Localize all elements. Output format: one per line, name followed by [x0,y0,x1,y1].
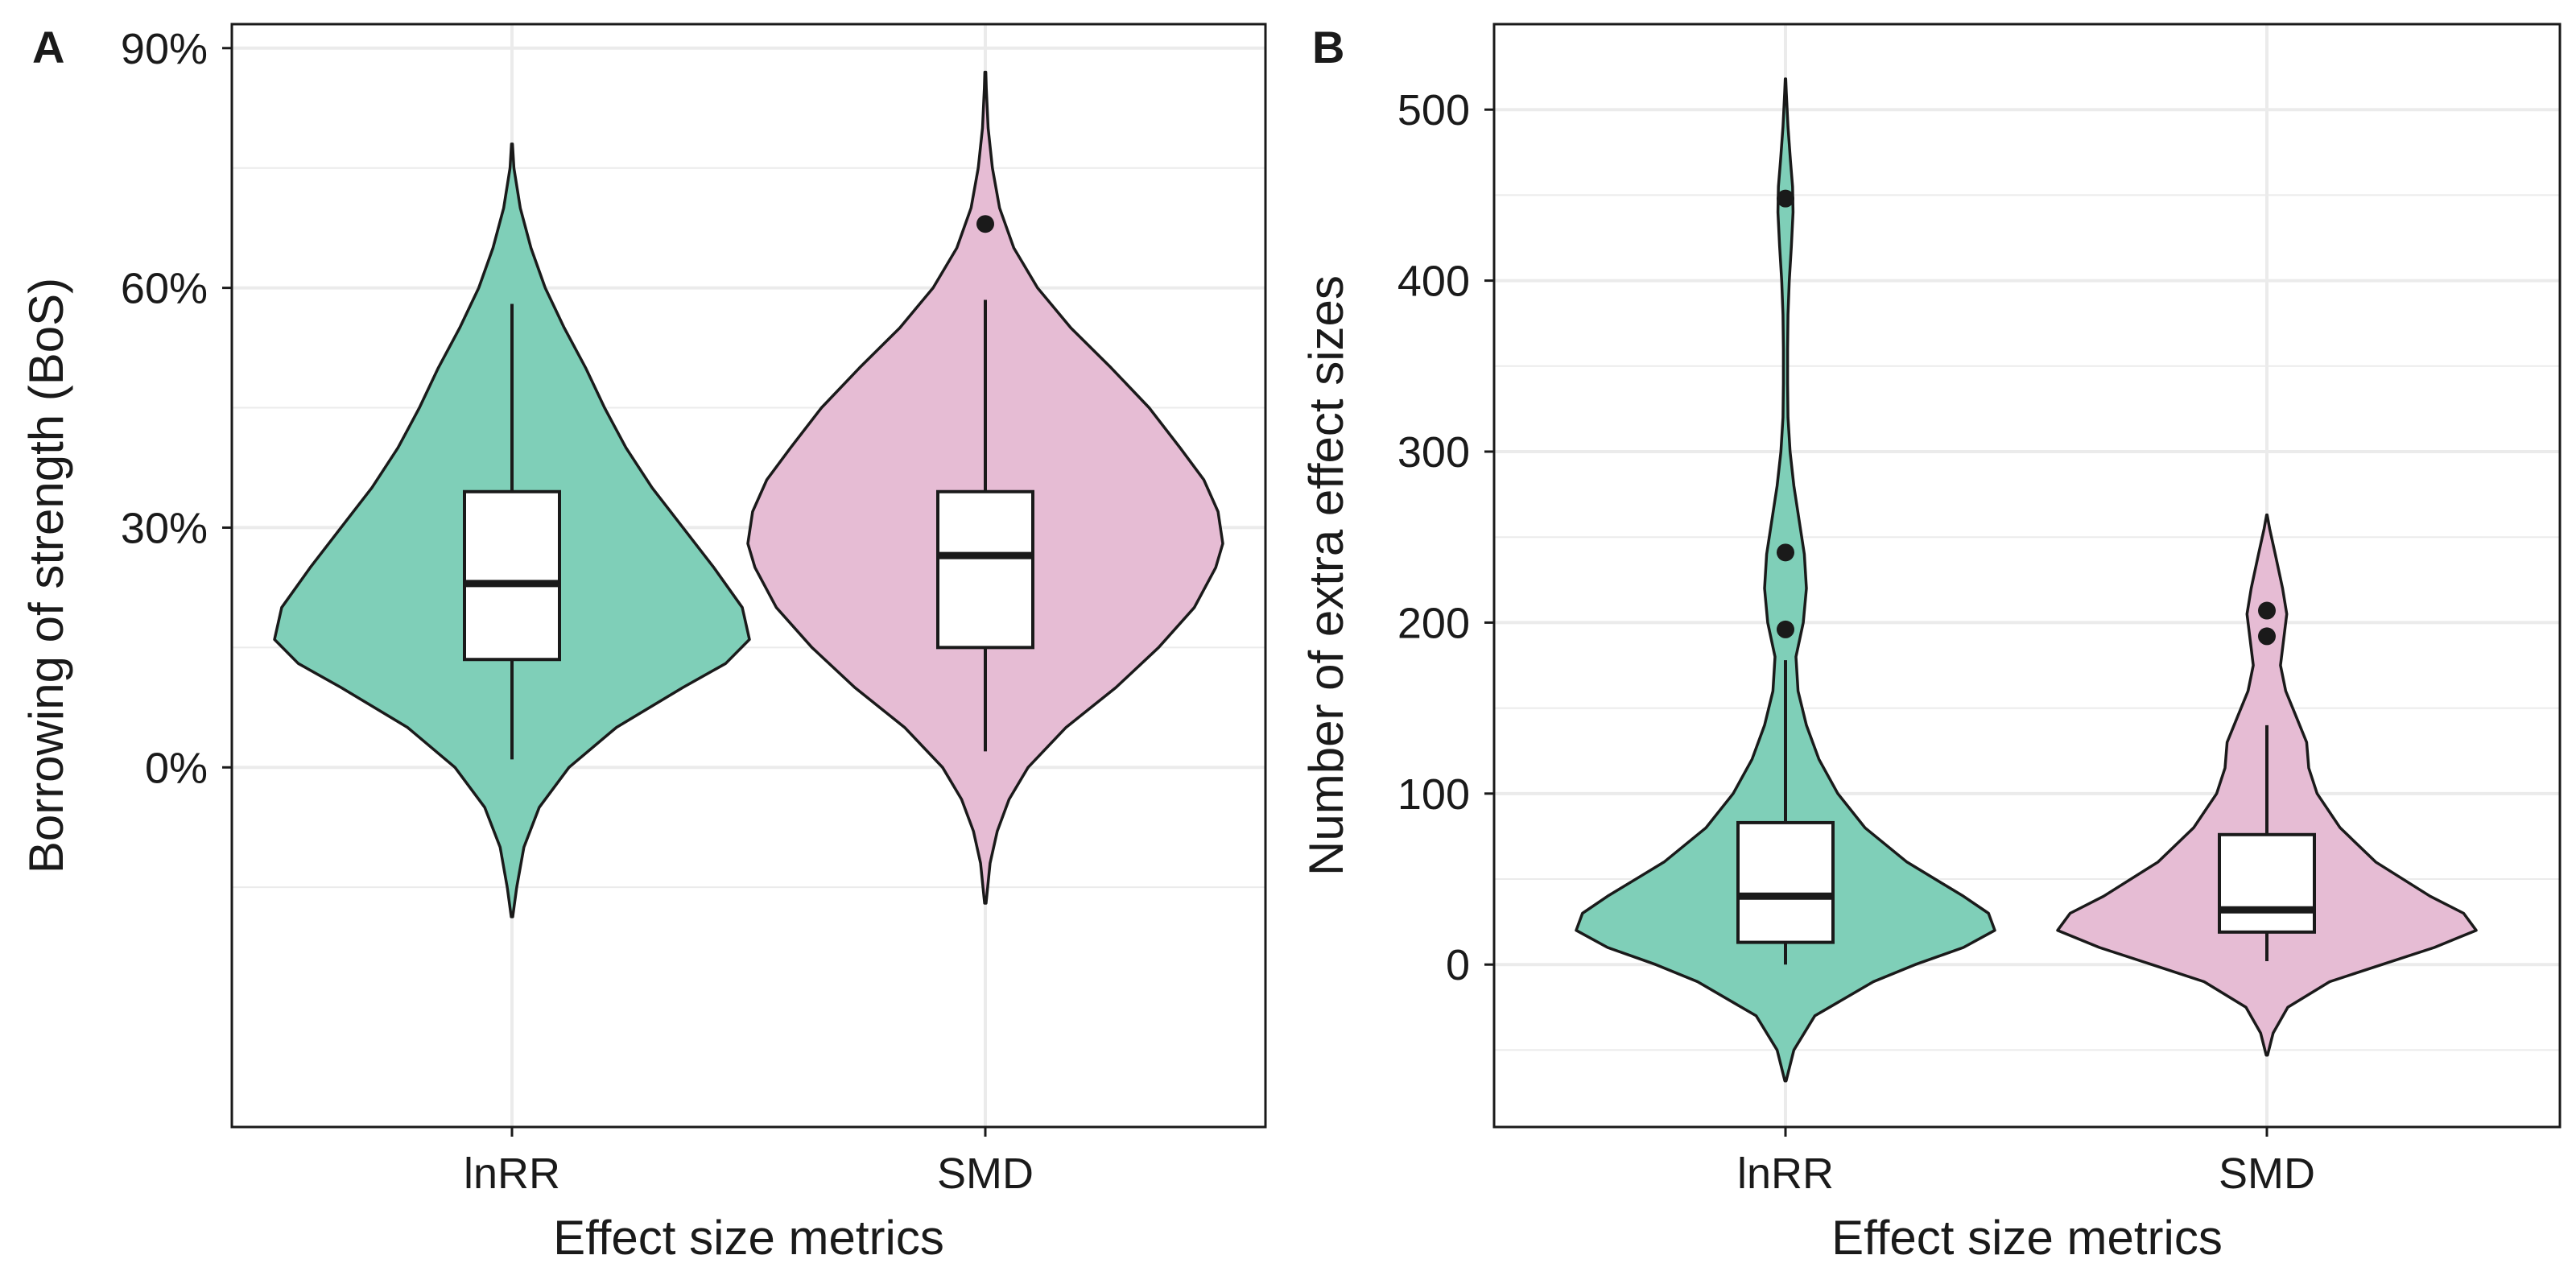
panel-a: 0% 30% 60% 90% lnRR SMD Effect size metrics Bor… [19,22,1267,1265]
outlier-point [2258,627,2276,646]
y-tick-label: 60% [121,265,208,313]
outlier-point [2258,601,2276,620]
x-tick-label: lnRR [1737,1150,1834,1198]
x-tick-label: SMD [937,1150,1034,1198]
y-tick-label: 30% [121,504,208,552]
boxplot-box [463,489,561,662]
y-axis-title: Number of extra effect sizes [1299,275,1353,876]
boxplot-box [936,489,1034,650]
panel-tag: A [32,22,64,72]
y-tick-label: 100 [1397,770,1470,819]
boxplot-box [2218,832,2316,934]
y-tick-label: 0 [1446,941,1470,989]
x-axis-title: Effect size metrics [1831,1211,2223,1265]
violin-lnrr [1575,77,1996,1083]
x-tick-label: SMD [2219,1150,2315,1198]
panel-tag: B [1312,22,1344,72]
panel-border [230,23,1267,1129]
x-tick-label: lnRR [464,1150,560,1198]
y-tick-label: 0% [145,744,208,792]
outlier-point [1777,189,1794,208]
outlier-point [976,215,994,233]
y-tick-label: 300 [1397,428,1470,477]
outlier-point [1777,543,1794,562]
boxplot-box [1736,820,1835,944]
y-tick-label: 400 [1397,258,1470,306]
x-axis-title: Effect size metrics [553,1211,944,1265]
y-tick-label: 500 [1397,86,1470,134]
y-tick-label: 200 [1397,599,1470,647]
panel-b: 0 100 200 300 400 500 lnRR SMD Effect size metri… [1299,22,2562,1265]
y-axis-title: Borrowing of strength (BoS) [19,278,73,873]
outlier-point [1777,620,1794,638]
y-tick-label: 90% [121,25,208,73]
panel-border [1492,23,2562,1129]
